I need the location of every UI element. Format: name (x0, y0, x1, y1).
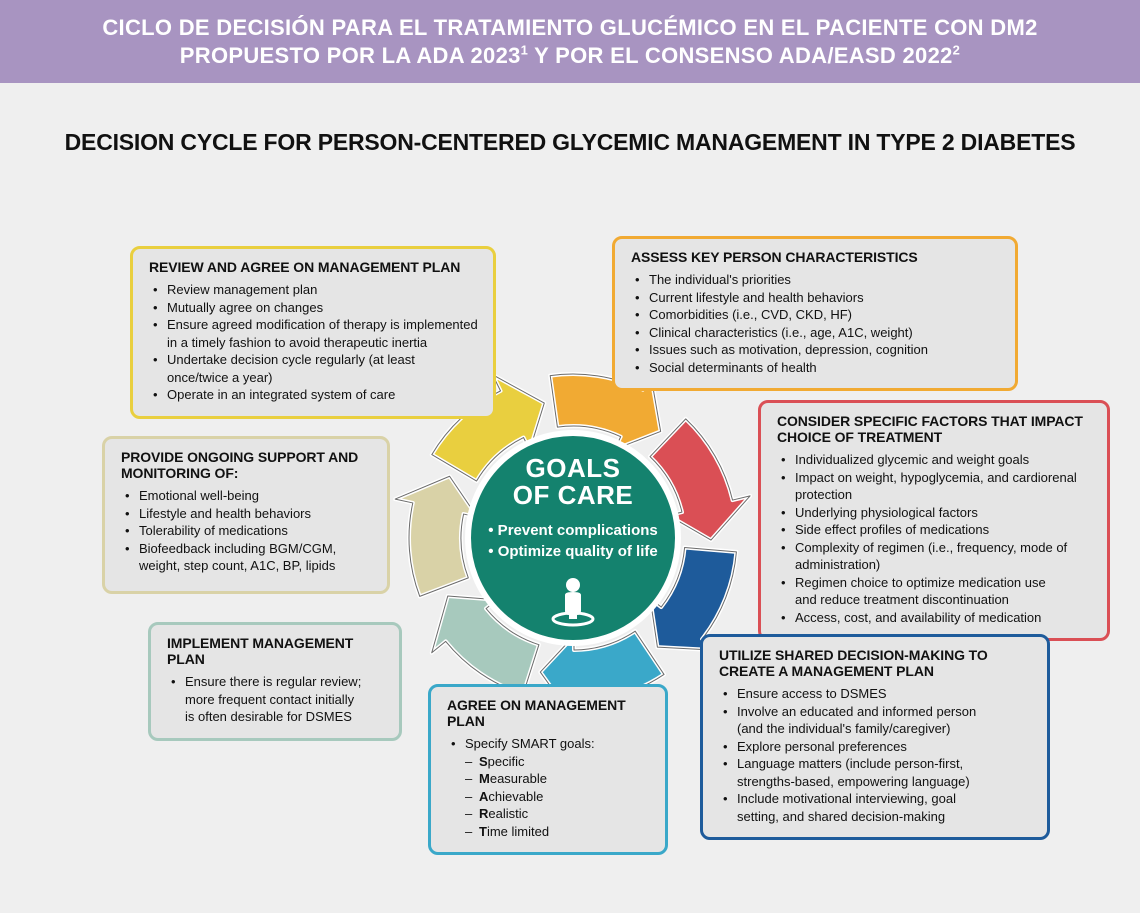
box-implement-title: IMPLEMENT MANAGEMENT PLAN (167, 635, 385, 667)
goc-bullet-1: • Prevent complications (488, 522, 657, 539)
list-item: Involve an educated and informed person (719, 703, 1033, 721)
list-item: strengths-based, empowering language) (719, 773, 1033, 791)
box-review: REVIEW AND AGREE ON MANAGEMENT PLAN Revie… (130, 246, 496, 419)
header-banner: CICLO DE DECISIÓN PARA EL TRATAMIENTO GL… (0, 0, 1140, 83)
box-consider-title: CONSIDER SPECIFIC FACTORS THAT IMPACT CH… (777, 413, 1093, 445)
list-item: (and the individual's family/caregiver) (719, 720, 1033, 738)
list-item: Realistic (447, 805, 651, 823)
goc-title-line2: OF CARE (513, 480, 634, 510)
list-item: Individualized glycemic and weight goals (777, 451, 1093, 469)
list-item: Impact on weight, hypoglycemia, and card… (777, 469, 1093, 504)
list-item: Measurable (447, 770, 651, 788)
list-item: Specify SMART goals: (447, 735, 651, 753)
box-ongoing-list: Emotional well-beingLifestyle and health… (121, 487, 373, 575)
box-shared-list: Ensure access to DSMESInvolve an educate… (719, 685, 1033, 825)
box-ongoing-title: PROVIDE ONGOING SUPPORT AND MONITORING O… (121, 449, 373, 481)
box-implement-list: Ensure there is regular review;more freq… (167, 673, 385, 726)
goals-of-care-circle: GOALS OF CARE • Prevent complications • … (465, 430, 681, 646)
list-item: Issues such as motivation, depression, c… (631, 341, 1001, 359)
list-item: Comorbidities (i.e., CVD, CKD, HF) (631, 306, 1001, 324)
person-icon (551, 575, 595, 627)
list-item: Clinical characteristics (i.e., age, A1C… (631, 324, 1001, 342)
list-item: Current lifestyle and health behaviors (631, 289, 1001, 307)
list-item: Ensure agreed modification of therapy is… (149, 316, 479, 334)
list-item: Explore personal preferences (719, 738, 1033, 756)
box-shared-title: UTILIZE SHARED DECISION-MAKING TO CREATE… (719, 647, 1033, 679)
list-item: weight, step count, A1C, BP, lipids (121, 557, 373, 575)
list-item: Ensure there is regular review; (167, 673, 385, 691)
list-item: Review management plan (149, 281, 479, 299)
list-item: Tolerability of medications (121, 522, 373, 540)
list-item: Time limited (447, 823, 651, 841)
box-agree: AGREE ON MANAGEMENT PLAN Specify SMART go… (428, 684, 668, 855)
list-item: Complexity of regimen (i.e., frequency, … (777, 539, 1093, 574)
box-review-title: REVIEW AND AGREE ON MANAGEMENT PLAN (149, 259, 479, 275)
goc-title-line1: GOALS (526, 453, 621, 483)
list-item: more frequent contact initially (167, 691, 385, 709)
box-review-list: Review management planMutually agree on … (149, 281, 479, 404)
box-consider-list: Individualized glycemic and weight goals… (777, 451, 1093, 626)
list-item: Access, cost, and availability of medica… (777, 609, 1093, 627)
list-item: Specific (447, 753, 651, 771)
list-item: Biofeedback including BGM/CGM, (121, 540, 373, 558)
list-item: in a timely fashion to avoid therapeutic… (149, 334, 479, 352)
list-item: Regimen choice to optimize medication us… (777, 574, 1093, 592)
box-implement: IMPLEMENT MANAGEMENT PLAN Ensure there is… (148, 622, 402, 741)
box-assess: ASSESS KEY PERSON CHARACTERISTICS The ind… (612, 236, 1018, 391)
list-item: setting, and shared decision-making (719, 808, 1033, 826)
list-item: Lifestyle and health behaviors (121, 505, 373, 523)
diagram-canvas: GOALS OF CARE • Prevent complications • … (20, 156, 1120, 896)
list-item: Side effect profiles of medications (777, 521, 1093, 539)
box-ongoing: PROVIDE ONGOING SUPPORT AND MONITORING O… (102, 436, 390, 594)
box-shared: UTILIZE SHARED DECISION-MAKING TO CREATE… (700, 634, 1050, 840)
list-item: The individual's priorities (631, 271, 1001, 289)
list-item: Achievable (447, 788, 651, 806)
box-consider: CONSIDER SPECIFIC FACTORS THAT IMPACT CH… (758, 400, 1110, 641)
box-assess-title: ASSESS KEY PERSON CHARACTERISTICS (631, 249, 1001, 265)
diagram-subtitle: DECISION CYCLE FOR PERSON-CENTERED GLYCE… (0, 129, 1140, 156)
list-item: and reduce treatment discontinuation (777, 591, 1093, 609)
list-item: Underlying physiological factors (777, 504, 1093, 522)
box-agree-list: Specify SMART goals:SpecificMeasurableAc… (447, 735, 651, 840)
list-item: Emotional well-being (121, 487, 373, 505)
box-assess-list: The individual's prioritiesCurrent lifes… (631, 271, 1001, 376)
list-item: Operate in an integrated system of care (149, 386, 479, 404)
list-item: Language matters (include person-first, (719, 755, 1033, 773)
list-item: Include motivational interviewing, goal (719, 790, 1033, 808)
goc-bullet-2: • Optimize quality of life (488, 543, 657, 560)
box-agree-title: AGREE ON MANAGEMENT PLAN (447, 697, 651, 729)
list-item: is often desirable for DSMES (167, 708, 385, 726)
list-item: Undertake decision cycle regularly (at l… (149, 351, 479, 386)
list-item: Ensure access to DSMES (719, 685, 1033, 703)
list-item: Mutually agree on changes (149, 299, 479, 317)
list-item: Social determinants of health (631, 359, 1001, 377)
